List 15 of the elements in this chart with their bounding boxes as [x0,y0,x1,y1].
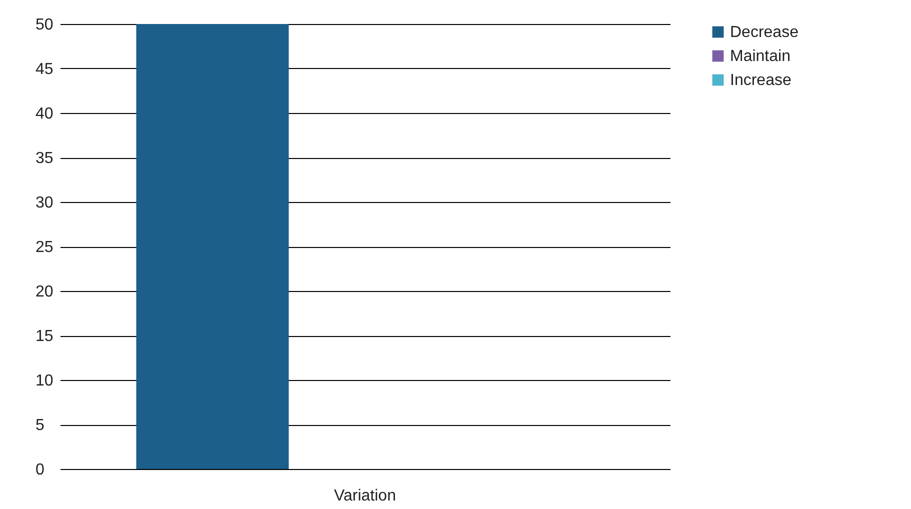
legend-label: Decrease [730,24,799,41]
y-tick-label: 5 [36,417,44,434]
y-tick-label: 15 [36,328,54,345]
y-tick-label: 25 [36,239,54,256]
y-tick-label: 50 [36,16,54,34]
y-tick-label: 40 [36,106,54,122]
y-tick-label: 0 [36,462,44,478]
legend-label: Maintain [730,48,790,65]
y-tick-label: 10 [36,372,54,390]
legend-label: Increase [730,72,792,89]
y-tick-label: 45 [36,61,54,78]
y-tick-label: 20 [36,284,54,300]
x-tick-label: Variation [334,488,396,504]
y-tick-label: 35 [36,150,54,167]
y-tick-label: 30 [36,194,54,212]
